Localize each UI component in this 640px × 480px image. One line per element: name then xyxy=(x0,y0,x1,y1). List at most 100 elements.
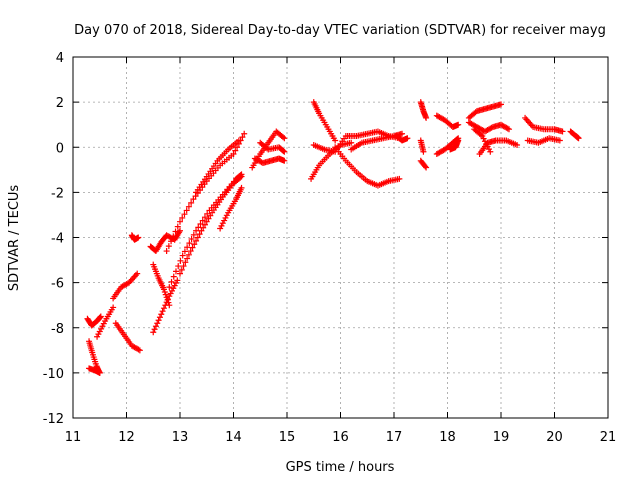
data-point xyxy=(177,257,184,264)
series-arc-s xyxy=(310,99,339,144)
series-arc-ad xyxy=(447,137,462,153)
series-arc-n xyxy=(193,137,242,196)
x-tick-label: 19 xyxy=(493,430,510,445)
series-arc-z xyxy=(417,137,427,155)
data-point xyxy=(100,320,107,327)
data-point xyxy=(184,244,191,251)
data-point xyxy=(575,135,582,142)
data-point xyxy=(136,347,143,354)
series-arc-aj xyxy=(524,135,563,146)
data-point xyxy=(159,308,166,315)
y-tick-label: -4 xyxy=(51,232,64,247)
data-point xyxy=(155,317,162,324)
x-tick-label: 16 xyxy=(332,430,349,445)
data-point xyxy=(158,311,165,318)
data-point xyxy=(188,199,195,206)
data-point xyxy=(150,329,157,336)
y-axis-label: SDTVAR / TECUs xyxy=(7,185,22,292)
data-point xyxy=(185,203,192,210)
y-tick-label: 4 xyxy=(56,51,64,66)
data-point xyxy=(485,146,492,153)
data-point xyxy=(483,140,490,147)
data-point xyxy=(163,299,170,306)
data-point xyxy=(180,263,187,270)
data-point xyxy=(96,328,103,335)
data-point xyxy=(175,263,182,270)
data-point xyxy=(110,304,117,311)
data-point xyxy=(420,148,427,155)
data-point xyxy=(97,313,104,320)
data-point xyxy=(156,314,163,321)
data-point xyxy=(481,138,488,145)
series-arc-ak xyxy=(567,128,582,142)
series-arc-y xyxy=(417,99,430,121)
data-point xyxy=(164,296,171,303)
data-point xyxy=(186,240,193,247)
data-point xyxy=(167,290,174,297)
data-point xyxy=(480,135,487,142)
series-arc-x xyxy=(393,132,411,144)
data-point xyxy=(177,218,183,225)
data-point xyxy=(423,164,430,171)
data-point xyxy=(498,101,504,108)
data-point xyxy=(200,224,207,231)
data-point xyxy=(279,134,286,141)
data-point xyxy=(223,212,230,219)
y-tick-label: -2 xyxy=(51,186,64,201)
series-arc-i xyxy=(150,261,173,309)
data-point xyxy=(190,231,197,238)
data-point xyxy=(193,227,200,234)
data-points xyxy=(84,99,582,376)
data-point xyxy=(423,114,430,121)
x-tick-label: 15 xyxy=(279,430,296,445)
series-arc-k xyxy=(163,130,248,255)
data-point xyxy=(203,218,210,225)
series-arc-o xyxy=(217,184,245,232)
data-point xyxy=(135,234,142,241)
x-tick-label: 18 xyxy=(439,430,456,445)
data-point xyxy=(201,221,208,228)
data-point xyxy=(96,369,103,376)
data-point xyxy=(232,147,239,154)
data-point xyxy=(194,234,201,241)
x-tick-label: 13 xyxy=(172,430,189,445)
series-arc-e xyxy=(110,270,141,302)
data-point xyxy=(170,233,177,240)
data-point xyxy=(190,196,197,203)
data-point xyxy=(98,325,105,332)
y-tick-label: 0 xyxy=(56,141,64,156)
data-point xyxy=(201,214,208,221)
x-tick-label: 12 xyxy=(118,430,135,445)
series-arc-m xyxy=(177,173,245,277)
x-tick-label: 14 xyxy=(225,430,242,445)
data-point xyxy=(170,273,177,280)
data-point xyxy=(217,225,224,232)
data-point xyxy=(479,132,486,139)
plot-frame xyxy=(72,56,609,419)
data-point xyxy=(559,128,566,135)
data-point xyxy=(172,280,179,287)
series-arc-ae xyxy=(465,101,504,121)
data-point xyxy=(222,214,229,221)
data-point xyxy=(178,266,185,273)
data-point xyxy=(182,259,189,266)
data-point xyxy=(514,141,521,148)
data-point xyxy=(94,333,101,340)
data-point xyxy=(487,148,494,155)
data-point xyxy=(204,210,211,217)
data-point xyxy=(168,287,175,294)
data-point xyxy=(181,211,188,218)
data-point xyxy=(198,227,205,234)
data-point xyxy=(205,215,212,222)
data-point xyxy=(152,323,159,330)
data-point xyxy=(484,143,491,150)
data-point xyxy=(218,222,225,229)
x-tick-label: 11 xyxy=(65,430,82,445)
series-arc-ah xyxy=(471,126,494,155)
data-point xyxy=(191,241,198,248)
data-point xyxy=(193,237,200,244)
data-point xyxy=(179,252,186,259)
data-point xyxy=(160,305,167,312)
data-point xyxy=(181,248,188,255)
